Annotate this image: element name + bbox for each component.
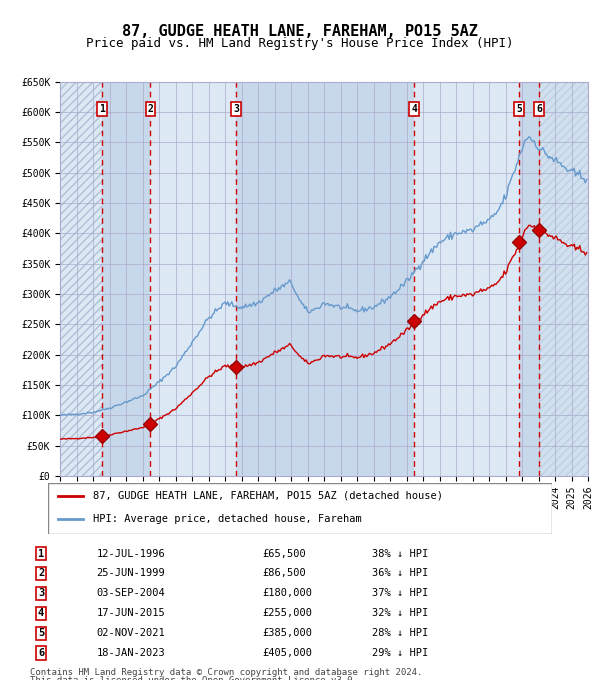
Text: 28% ↓ HPI: 28% ↓ HPI bbox=[372, 628, 428, 638]
Text: £385,000: £385,000 bbox=[262, 628, 312, 638]
Text: 18-JAN-2023: 18-JAN-2023 bbox=[96, 648, 165, 658]
Text: 6: 6 bbox=[536, 104, 542, 114]
Text: 1: 1 bbox=[99, 104, 104, 114]
Text: Price paid vs. HM Land Registry's House Price Index (HPI): Price paid vs. HM Land Registry's House … bbox=[86, 37, 514, 50]
Text: £86,500: £86,500 bbox=[262, 568, 305, 579]
Text: This data is licensed under the Open Government Licence v3.0.: This data is licensed under the Open Gov… bbox=[30, 677, 358, 680]
Bar bbox=[520, 82, 539, 476]
Text: 12-JUL-1996: 12-JUL-1996 bbox=[96, 549, 165, 558]
Bar bbox=[539, 82, 588, 476]
Text: 17-JUN-2015: 17-JUN-2015 bbox=[96, 608, 165, 618]
Bar bbox=[414, 82, 520, 476]
Text: 87, GUDGE HEATH LANE, FAREHAM, PO15 5AZ (detached house): 87, GUDGE HEATH LANE, FAREHAM, PO15 5AZ … bbox=[94, 490, 443, 500]
Text: 38% ↓ HPI: 38% ↓ HPI bbox=[372, 549, 428, 558]
Text: 3: 3 bbox=[233, 104, 239, 114]
Text: 37% ↓ HPI: 37% ↓ HPI bbox=[372, 588, 428, 598]
Text: 87, GUDGE HEATH LANE, FAREHAM, PO15 5AZ: 87, GUDGE HEATH LANE, FAREHAM, PO15 5AZ bbox=[122, 24, 478, 39]
Text: HPI: Average price, detached house, Fareham: HPI: Average price, detached house, Fare… bbox=[94, 513, 362, 524]
Text: £180,000: £180,000 bbox=[262, 588, 312, 598]
Text: £255,000: £255,000 bbox=[262, 608, 312, 618]
Text: 5: 5 bbox=[38, 628, 44, 638]
Bar bbox=[60, 82, 102, 476]
Text: 1: 1 bbox=[38, 549, 44, 558]
FancyBboxPatch shape bbox=[48, 483, 552, 534]
Bar bbox=[151, 82, 236, 476]
Text: 03-SEP-2004: 03-SEP-2004 bbox=[96, 588, 165, 598]
Text: 2: 2 bbox=[148, 104, 154, 114]
Text: Contains HM Land Registry data © Crown copyright and database right 2024.: Contains HM Land Registry data © Crown c… bbox=[30, 668, 422, 677]
Bar bbox=[236, 82, 414, 476]
Text: 2: 2 bbox=[38, 568, 44, 579]
Text: £65,500: £65,500 bbox=[262, 549, 305, 558]
Text: 5: 5 bbox=[517, 104, 522, 114]
Text: 6: 6 bbox=[38, 648, 44, 658]
Text: £405,000: £405,000 bbox=[262, 648, 312, 658]
Text: 36% ↓ HPI: 36% ↓ HPI bbox=[372, 568, 428, 579]
Bar bbox=[60, 82, 102, 476]
Bar bbox=[102, 82, 151, 476]
Text: 29% ↓ HPI: 29% ↓ HPI bbox=[372, 648, 428, 658]
Text: 32% ↓ HPI: 32% ↓ HPI bbox=[372, 608, 428, 618]
Bar bbox=[539, 82, 588, 476]
Text: 3: 3 bbox=[38, 588, 44, 598]
Text: 4: 4 bbox=[38, 608, 44, 618]
Text: 25-JUN-1999: 25-JUN-1999 bbox=[96, 568, 165, 579]
Text: 4: 4 bbox=[411, 104, 417, 114]
Text: 02-NOV-2021: 02-NOV-2021 bbox=[96, 628, 165, 638]
